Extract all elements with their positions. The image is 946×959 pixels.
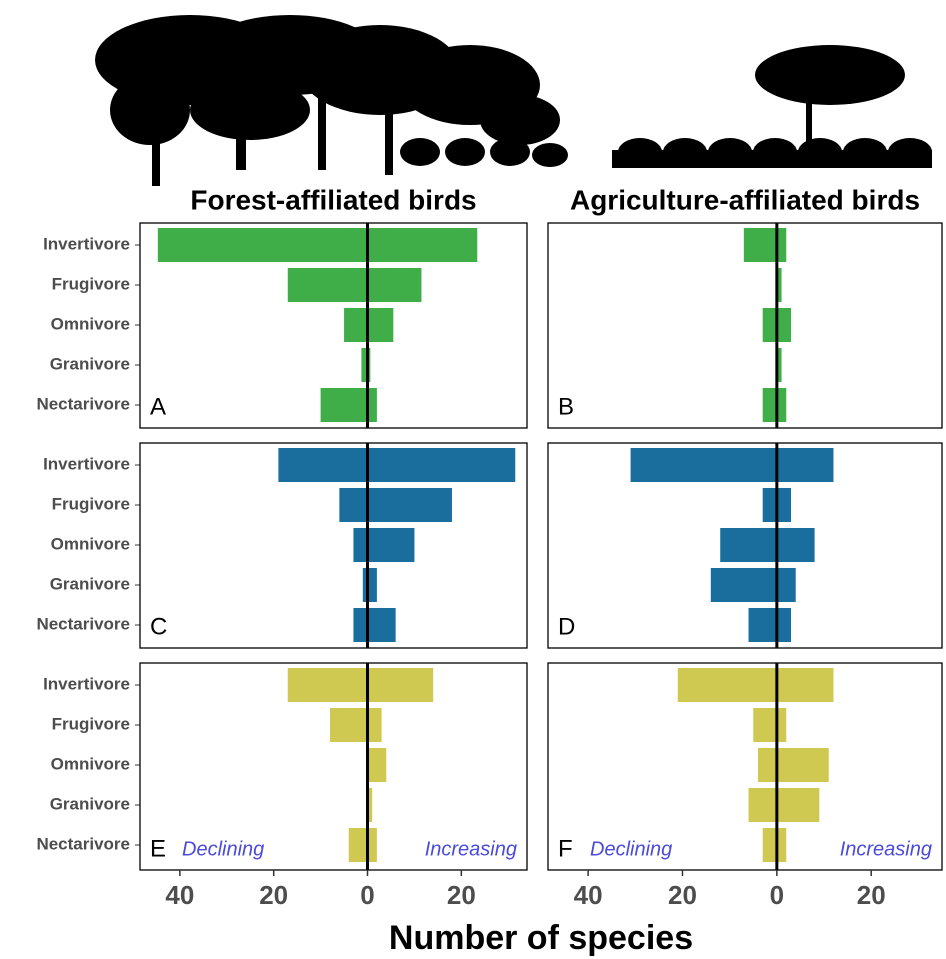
legend-label: Increasing	[840, 838, 932, 860]
x-tick-label: 20	[259, 880, 288, 910]
bar	[757, 748, 777, 782]
bar	[762, 488, 777, 522]
bar	[776, 308, 792, 342]
bar	[367, 608, 396, 642]
bar	[762, 388, 777, 422]
bar	[367, 828, 377, 862]
bar	[776, 528, 815, 562]
tree-silhouettes	[95, 15, 932, 186]
panel-label: D	[558, 613, 575, 640]
bar	[287, 668, 368, 702]
x-tick-label: 0	[770, 880, 784, 910]
y-tick-label: Frugivore	[52, 494, 130, 513]
x-axis-label: Number of species	[389, 919, 693, 957]
bar	[720, 528, 777, 562]
y-tick-label: Granivore	[50, 574, 130, 593]
panel-border	[547, 442, 943, 649]
y-tick-label: Frugivore	[52, 714, 130, 733]
bar	[367, 488, 452, 522]
bar	[677, 668, 777, 702]
x-tick-label: 0	[360, 880, 374, 910]
bar	[776, 608, 792, 642]
bar	[157, 228, 368, 262]
bar	[776, 448, 834, 482]
bar	[367, 528, 415, 562]
legend-label: Declining	[182, 838, 264, 860]
bar	[748, 788, 777, 822]
bar	[367, 708, 382, 742]
bar	[776, 228, 787, 262]
bar	[776, 568, 796, 602]
y-tick-label: Omnivore	[51, 314, 130, 333]
bar	[776, 348, 782, 382]
panel-label: C	[150, 613, 167, 640]
bar	[367, 668, 434, 702]
panel-border	[139, 662, 528, 871]
x-tick-label: 40	[165, 880, 194, 910]
bar	[353, 528, 368, 562]
bar	[362, 568, 368, 602]
bar	[776, 788, 820, 822]
bar	[743, 228, 777, 262]
y-tick-label: Nectarivore	[36, 394, 130, 413]
bar	[367, 228, 478, 262]
panel-border	[139, 222, 528, 429]
bar	[367, 568, 377, 602]
bar	[762, 828, 777, 862]
panel-label: E	[150, 835, 166, 862]
y-tick-label: Granivore	[50, 354, 130, 373]
bar	[776, 668, 834, 702]
panel-label: F	[558, 835, 573, 862]
bar	[367, 748, 387, 782]
bar	[367, 448, 516, 482]
x-tick-label: 40	[574, 880, 603, 910]
bar	[748, 608, 777, 642]
legend-label: Declining	[590, 838, 672, 860]
bar	[776, 748, 829, 782]
bar	[367, 388, 377, 422]
bar	[367, 268, 422, 302]
bar	[353, 608, 368, 642]
bar	[339, 488, 368, 522]
bar	[344, 308, 368, 342]
bar	[710, 568, 777, 602]
y-tick-label: Nectarivore	[36, 834, 130, 853]
y-tick-label: Granivore	[50, 794, 130, 813]
panel-border	[139, 442, 528, 649]
y-tick-label: Omnivore	[51, 754, 130, 773]
bar	[630, 448, 777, 482]
bar	[776, 828, 787, 862]
y-tick-label: Invertivore	[43, 674, 130, 693]
bar	[329, 708, 368, 742]
y-tick-label: Invertivore	[43, 454, 130, 473]
y-tick-label: Invertivore	[43, 234, 130, 253]
panel-label: B	[558, 393, 574, 420]
bar	[278, 448, 368, 482]
y-tick-label: Nectarivore	[36, 614, 130, 633]
bar	[776, 488, 792, 522]
panel-label: A	[150, 393, 166, 420]
bar	[320, 388, 368, 422]
legend-label: Increasing	[425, 838, 517, 860]
bar	[776, 388, 787, 422]
bar	[753, 708, 777, 742]
panel-title: Forest-affiliated birds	[190, 184, 476, 215]
x-tick-label: 20	[857, 880, 886, 910]
panel-border	[547, 662, 943, 871]
panel-border	[547, 222, 943, 429]
bar	[287, 268, 368, 302]
bar	[348, 828, 368, 862]
x-tick-label: 20	[668, 880, 697, 910]
bar	[776, 708, 787, 742]
bar	[367, 308, 394, 342]
bar	[762, 308, 777, 342]
bar	[367, 788, 373, 822]
bar	[361, 348, 368, 382]
x-tick-label: 20	[447, 880, 476, 910]
y-tick-label: Omnivore	[51, 534, 130, 553]
bar	[776, 268, 782, 302]
panel-title: Agriculture-affiliated birds	[570, 184, 920, 215]
y-tick-label: Frugivore	[52, 274, 130, 293]
